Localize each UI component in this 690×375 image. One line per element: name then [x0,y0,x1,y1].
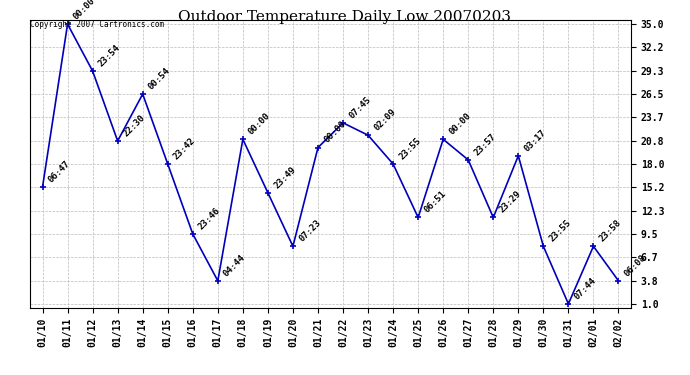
Text: Copyright 2007 Cartronics.com: Copyright 2007 Cartronics.com [30,20,164,29]
Text: 06:47: 06:47 [47,159,72,184]
Text: 23:29: 23:29 [497,189,523,215]
Text: 23:55: 23:55 [548,218,573,243]
Text: 23:55: 23:55 [397,136,423,161]
Text: 22:30: 22:30 [122,113,147,138]
Text: 06:51: 06:51 [422,189,448,215]
Text: 07:45: 07:45 [347,95,373,120]
Text: 04:44: 04:44 [222,253,247,278]
Text: 07:44: 07:44 [573,276,598,301]
Text: 06:08: 06:08 [622,253,648,278]
Text: 23:57: 23:57 [473,132,497,157]
Text: 00:00: 00:00 [247,111,273,136]
Text: 00:00: 00:00 [447,111,473,136]
Text: 07:23: 07:23 [297,218,322,243]
Text: 23:46: 23:46 [197,206,222,231]
Text: 23:58: 23:58 [598,218,623,243]
Text: 00:00: 00:00 [72,0,97,21]
Text: 00:00: 00:00 [322,119,348,145]
Text: 23:49: 23:49 [272,165,297,190]
Text: 03:17: 03:17 [522,128,548,153]
Text: Outdoor Temperature Daily Low 20070203: Outdoor Temperature Daily Low 20070203 [179,10,511,24]
Text: 23:54: 23:54 [97,43,122,68]
Text: 00:54: 00:54 [147,66,172,91]
Text: 02:09: 02:09 [372,107,397,132]
Text: 23:42: 23:42 [172,136,197,161]
